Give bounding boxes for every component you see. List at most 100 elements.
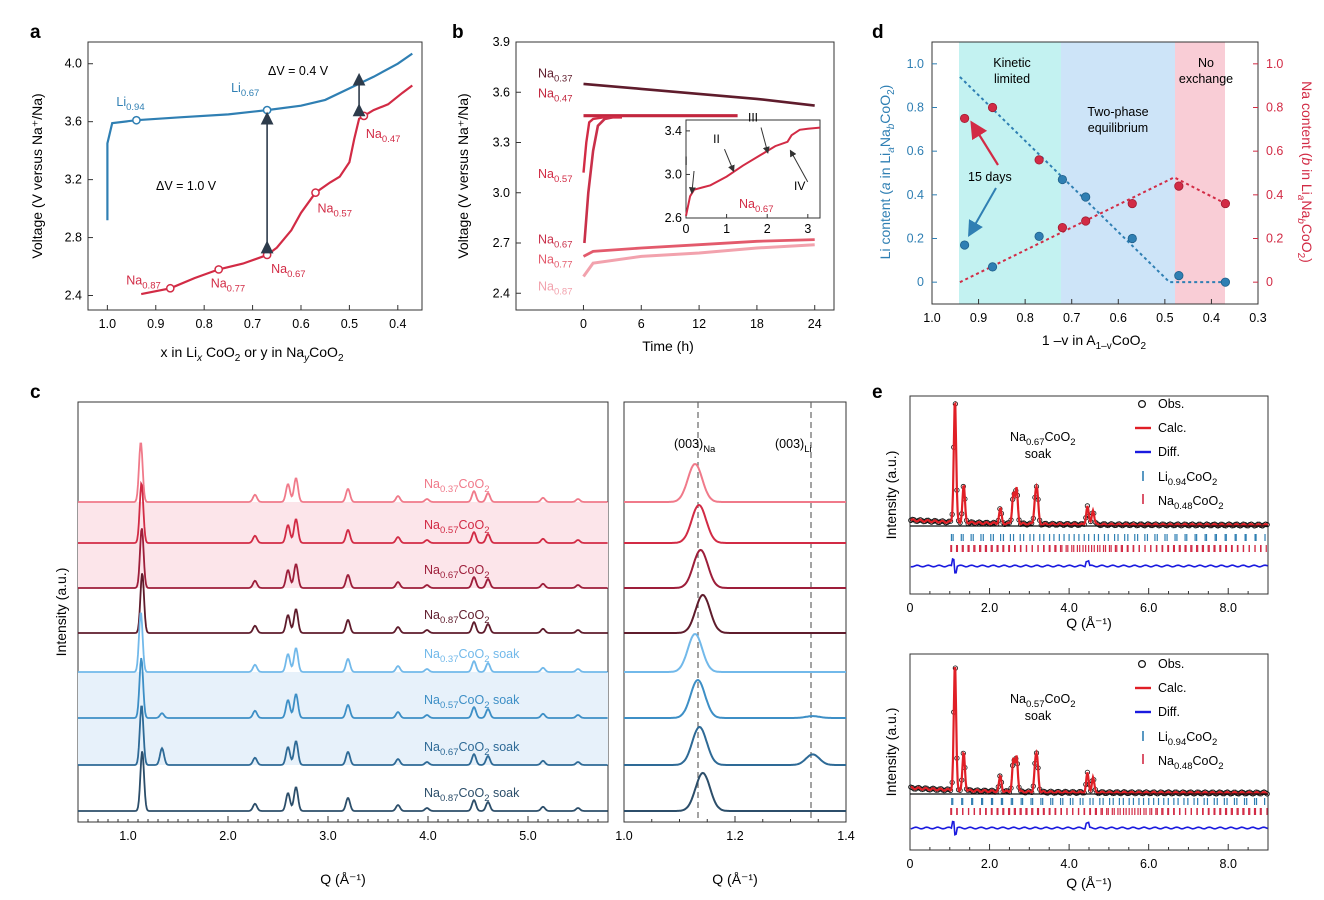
e-xtick-label-bottom: 0 xyxy=(907,857,914,871)
panel-e-ticks: 0 2.0 4.0 6.0 8.0 0 2.0 4.0 6.0 8.0 xyxy=(907,588,1269,871)
d-ytick-label-right: 0.2 xyxy=(1266,232,1283,246)
a-point-label: Li0.67 xyxy=(231,81,259,99)
d-ytick-label-left: 0 xyxy=(917,275,924,289)
c-band xyxy=(78,502,608,588)
a-xtick-label: 0.6 xyxy=(292,317,309,331)
legend-na-label-part: CoO xyxy=(1192,494,1218,508)
a-point-marker xyxy=(132,115,141,125)
b-series-label: Na0.57 xyxy=(538,167,572,185)
c-trace-left xyxy=(78,442,608,503)
legend-li-label: Li0.94CoO2 xyxy=(1158,470,1217,488)
d-ytick-label-right: 0.6 xyxy=(1266,144,1283,158)
li-content-point xyxy=(987,262,998,272)
e-bottom-sample-soak: soak xyxy=(1025,709,1052,723)
inset-xtick-label: 0 xyxy=(683,222,690,236)
b-xtick-label: 6 xyxy=(638,317,645,331)
c-trace-label-part: 2 xyxy=(484,793,489,804)
panel-c: 1.0 2.0 3.0 4.0 5.0 1.0 1.2 1.4 Na0.37CoO2Na0.5… xyxy=(53,401,855,887)
region-twophase-line1: Two-phase xyxy=(1087,105,1148,119)
e-top-sample-label-part: 0.67 xyxy=(1026,437,1045,448)
li-content-point xyxy=(959,240,970,250)
li-content-point xyxy=(1081,192,1091,202)
c-trace-right xyxy=(624,725,846,766)
region-no-exchange xyxy=(1175,42,1225,304)
legend-diff-label: Diff. xyxy=(1158,705,1180,719)
a-point-marker xyxy=(311,188,320,198)
region-kinetic xyxy=(959,42,1061,304)
e-xtick-label-bottom: 2.0 xyxy=(981,857,998,871)
c-xtick-label-left: 5.0 xyxy=(519,829,536,843)
e-calc-line xyxy=(910,666,1268,796)
a-point-label-part: Na xyxy=(211,276,227,290)
inset-sample-label: Na0.67 xyxy=(739,197,773,215)
c-trace-label-part: 0.67 xyxy=(440,747,459,758)
region-noexchange-line2: exchange xyxy=(1179,72,1233,86)
c-trace-label-part: soak xyxy=(489,786,520,800)
panel-c-traces xyxy=(78,442,846,812)
b-series-label: Na0.87 xyxy=(538,279,572,297)
legend-na-label-part: 2 xyxy=(1218,501,1223,512)
fifteen-days-note: 15 days xyxy=(968,170,1012,184)
d-ytick-label-right: 0.4 xyxy=(1266,188,1283,202)
panel-c-ylabel: Intensity (a.u.) xyxy=(53,568,69,657)
na-content-point xyxy=(959,113,970,124)
a-point-label-part: Na xyxy=(318,202,334,216)
panel-d-frame xyxy=(931,41,1259,305)
c-trace-label: Na0.87CoO2 xyxy=(424,608,489,626)
inset-xtick-label: 3 xyxy=(804,222,811,236)
inset-stage-label: III xyxy=(748,110,758,124)
panel-d-ylabel-right: Na content (b in LiaNabCoO2) xyxy=(1295,81,1315,263)
c-xtick-label-left: 2.0 xyxy=(219,829,236,843)
legend-na-label-part: 2 xyxy=(1218,761,1223,772)
a-ytick-label: 4.0 xyxy=(65,57,82,71)
panel-e-bottom-plot xyxy=(908,665,1270,836)
e-top-sample-soak: soak xyxy=(1025,447,1052,461)
peak-label-na-sub: Na xyxy=(703,444,716,455)
c-trace-label: Na0.57CoO2 soak xyxy=(424,693,520,711)
na-content-point xyxy=(1127,198,1137,209)
c-trace-label-part: 2 xyxy=(484,654,489,665)
a-point-marker xyxy=(262,105,272,115)
a-point-label-part: 0.67 xyxy=(287,269,306,280)
c-xtick-label-left: 1.0 xyxy=(119,829,136,843)
inset-ytick-label: 3.4 xyxy=(665,124,682,138)
d-ytick-label-left: 0.2 xyxy=(907,232,924,246)
c-trace-label: Na0.57CoO2 xyxy=(424,518,489,536)
panel-e: 0 2.0 4.0 6.0 8.0 0 2.0 4.0 6.0 8.0 Obs. Calc. Diff… xyxy=(883,395,1270,891)
c-trace-label-part: soak xyxy=(489,740,520,754)
e-xtick-label-bottom: 6.0 xyxy=(1140,857,1157,871)
li-content-point xyxy=(1057,174,1068,185)
legend-diff-label: Diff. xyxy=(1158,445,1180,459)
c-trace-right xyxy=(624,679,846,719)
a-point-label: Na0.77 xyxy=(211,276,245,294)
panel-e-label: e xyxy=(872,382,883,403)
panel-e-top-plot xyxy=(908,401,1270,574)
c-trace-label-part: 2 xyxy=(484,700,489,711)
panel-e-bottom-xlabel: Q (Å⁻¹) xyxy=(1066,875,1112,891)
inset-ytick-label: 3.0 xyxy=(665,167,682,181)
a-point-label: Na0.87 xyxy=(126,273,160,291)
a-point-marker xyxy=(214,265,224,274)
b-curve xyxy=(582,116,622,173)
c-trace-left xyxy=(78,480,608,544)
inset-stage-label: I xyxy=(684,154,687,168)
legend-obs-label: Obs. xyxy=(1158,657,1184,671)
c-trace-label: Na0.67CoO2 soak xyxy=(424,740,520,758)
c-trace-left xyxy=(78,751,608,812)
a-point-label-part: Li xyxy=(116,95,126,109)
legend-calc-label: Calc. xyxy=(1158,421,1186,435)
legend-na-label-part: Na xyxy=(1158,754,1174,768)
a-xtick-label: 1.0 xyxy=(99,317,116,331)
panel-a-ylabel: Voltage (V versus Na⁺/Na) xyxy=(29,93,45,258)
legend-calc-label: Calc. xyxy=(1158,681,1186,695)
panel-d-xlabel-main: 1 –v in A xyxy=(1042,332,1096,348)
a-xtick-label: 0.8 xyxy=(195,317,212,331)
panel-d: 1.0 0.9 0.8 0.7 0.6 0.5 0.4 0.3 0 0 0.2 0.2 0.4 0.4 0.… xyxy=(877,41,1315,352)
legend-na-label: Na0.48CoO2 xyxy=(1158,494,1223,512)
c-xtick-label-right: 1.4 xyxy=(837,829,854,843)
panel-b-label: b xyxy=(452,22,464,43)
li-content-point xyxy=(1220,277,1231,287)
